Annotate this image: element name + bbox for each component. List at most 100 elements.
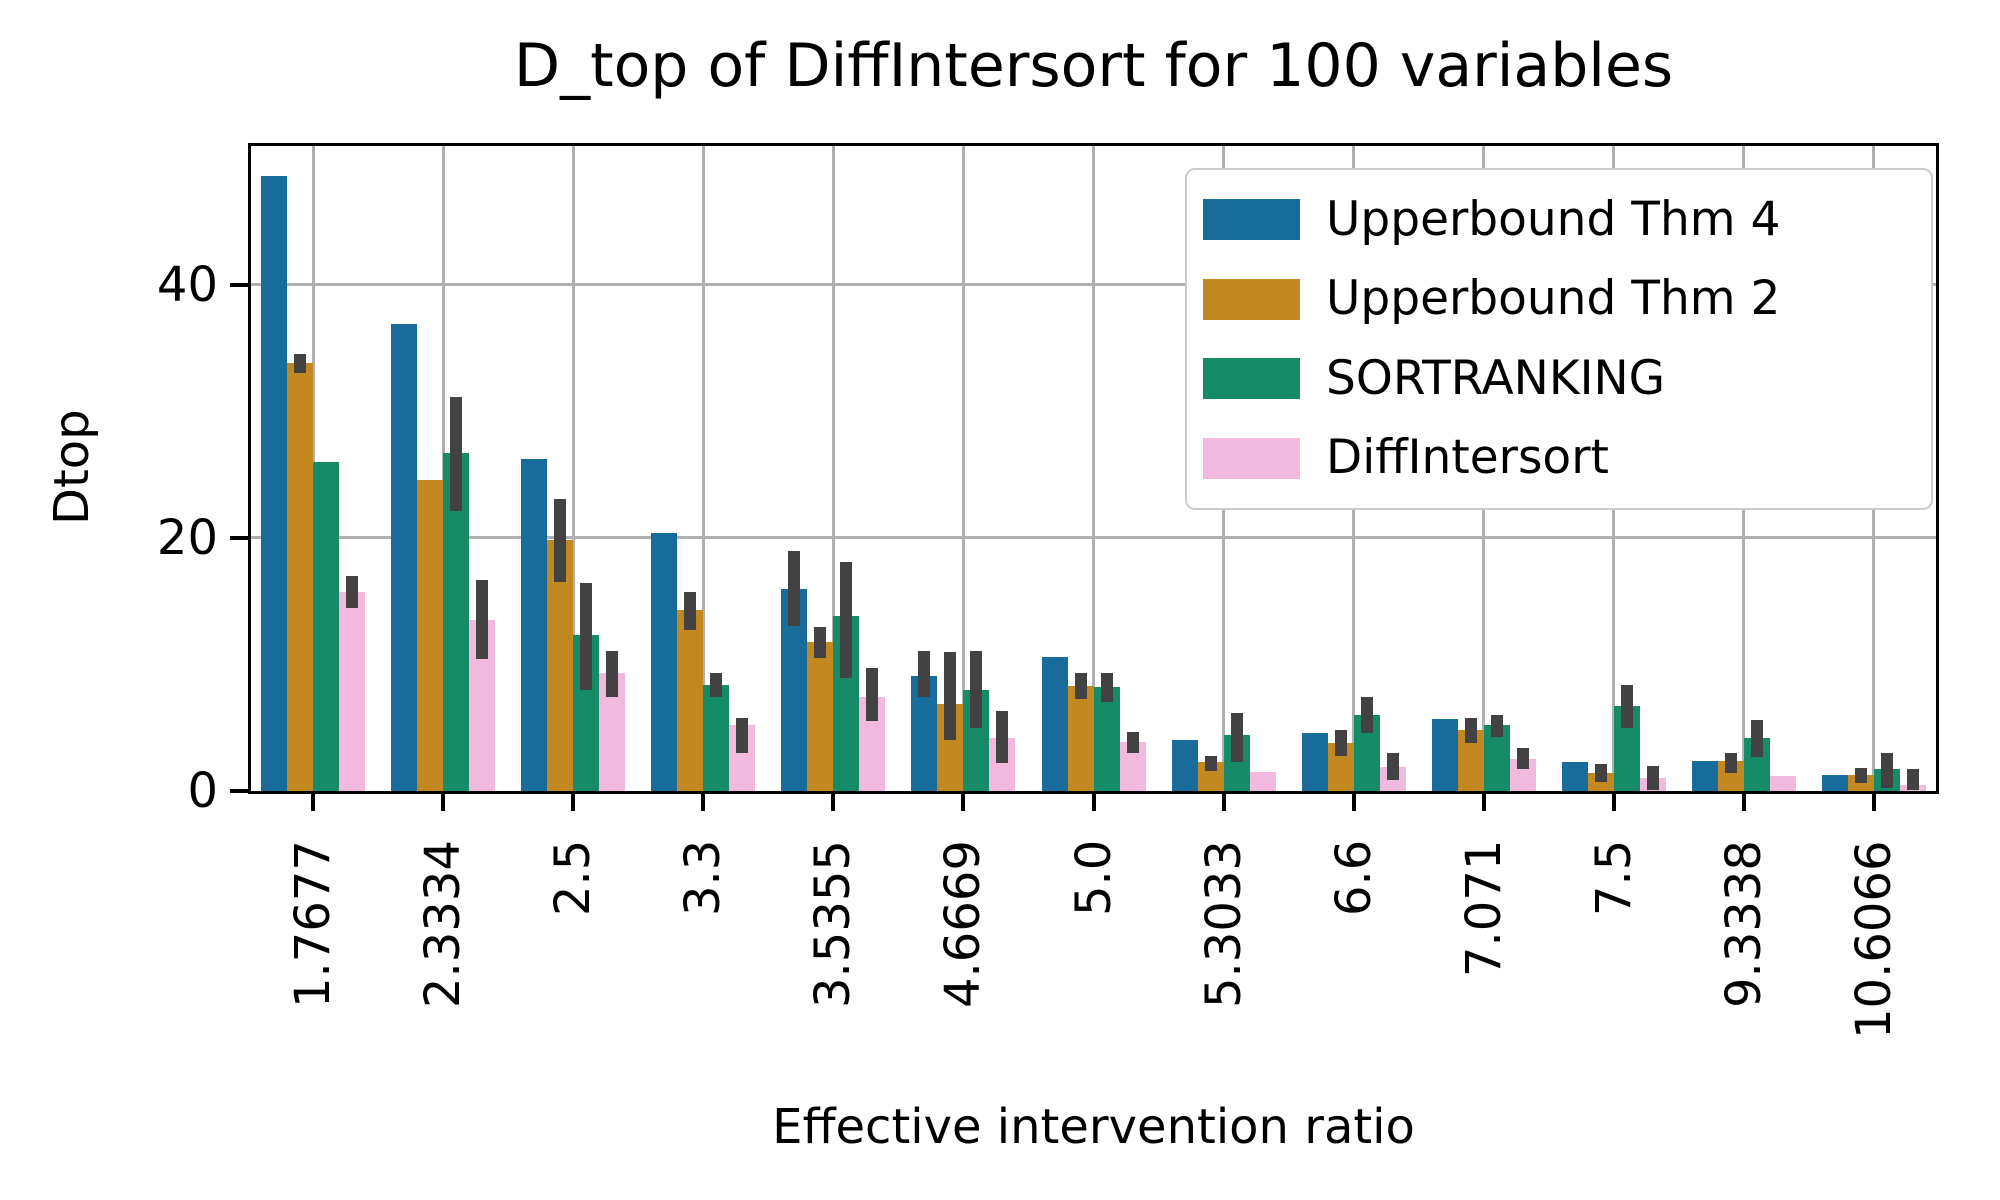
error-bar: [996, 711, 1009, 764]
bar-upperbound-thm-4: [1041, 656, 1068, 791]
x-tick-mark: [831, 794, 836, 811]
bar-diffintersort: [339, 592, 366, 791]
bar-sortranking: [1093, 687, 1120, 791]
legend-label: DiffIntersort: [1326, 430, 1609, 486]
error-bar: [1724, 753, 1737, 774]
bar-upperbound-thm-4: [1821, 774, 1848, 791]
bar-upperbound-thm-4: [1691, 760, 1718, 791]
x-tick-label: 6.6: [1325, 839, 1382, 916]
y-tick-label: 0: [187, 763, 218, 819]
error-bar: [1126, 731, 1139, 754]
x-tick-mark: [571, 794, 576, 811]
error-bar: [1490, 715, 1503, 737]
error-bar: [814, 626, 827, 659]
bar-upperbound-thm-4: [651, 532, 678, 791]
bar-upperbound-thm-2: [1067, 685, 1094, 791]
error-bar: [1854, 768, 1867, 784]
error-bar: [866, 668, 879, 722]
legend-swatch-diffintersort: [1203, 437, 1300, 479]
error-bar: [1360, 697, 1373, 733]
gridline-vertical: [1092, 143, 1095, 791]
bar-upperbound-thm-2: [547, 540, 574, 791]
error-bar: [1464, 717, 1477, 743]
bar-upperbound-thm-2: [677, 610, 704, 791]
error-bar: [1334, 730, 1347, 756]
error-bar: [1386, 753, 1399, 780]
error-bar: [1750, 720, 1763, 757]
legend-item: SORTRANKING: [1203, 351, 1931, 407]
y-axis-label: Dtop: [44, 409, 100, 525]
x-tick-label: 9.3338: [1715, 840, 1772, 1008]
error-bar: [1646, 765, 1659, 790]
x-tick-label: 7.5: [1585, 839, 1642, 916]
x-tick-mark: [1351, 794, 1356, 811]
x-tick-label: 10.6066: [1845, 840, 1902, 1040]
error-bar: [450, 397, 463, 512]
error-bar: [788, 550, 801, 627]
y-tick-mark: [230, 282, 248, 287]
error-bar: [294, 354, 307, 374]
x-tick-label: 5.3033: [1195, 840, 1252, 1008]
legend-swatch-upperbound-thm-4: [1203, 199, 1300, 241]
legend-item: DiffIntersort: [1203, 430, 1931, 486]
x-tick-mark: [441, 794, 446, 811]
bar-sortranking: [313, 462, 340, 791]
y-tick-mark: [230, 535, 248, 540]
error-bar: [1906, 769, 1919, 790]
error-bar: [346, 575, 359, 608]
bar-upperbound-thm-2: [1587, 773, 1614, 791]
legend-label: Upperbound Thm 2: [1326, 271, 1781, 327]
x-tick-mark: [1611, 794, 1616, 811]
bar-upperbound-thm-4: [1431, 718, 1458, 791]
bar-upperbound-thm-2: [417, 479, 444, 791]
y-tick-label: 20: [156, 509, 218, 566]
gridline-horizontal: [248, 283, 1939, 287]
x-tick-mark: [701, 794, 706, 811]
x-tick-label: 7.071: [1455, 839, 1512, 977]
bar-diffintersort: [1769, 775, 1796, 791]
x-tick-label: 3.3: [675, 839, 732, 916]
x-tick-mark: [1871, 794, 1876, 811]
x-tick-mark: [961, 794, 966, 811]
x-axis-label: Effective intervention ratio: [772, 1099, 1415, 1155]
error-bar: [736, 717, 749, 754]
bar-upperbound-thm-4: [1301, 732, 1328, 791]
bar-upperbound-thm-4: [391, 324, 418, 791]
x-tick-mark: [1091, 794, 1096, 811]
error-bar: [554, 498, 567, 583]
legend-item: Upperbound Thm 2: [1203, 271, 1931, 327]
legend-label: SORTRANKING: [1326, 350, 1666, 406]
bar-upperbound-thm-4: [521, 459, 548, 791]
error-bar: [476, 579, 489, 660]
x-tick-label: 4.6669: [935, 840, 992, 1008]
x-tick-mark: [311, 794, 316, 811]
error-bar: [710, 673, 723, 698]
error-bar: [840, 561, 853, 679]
bar-upperbound-thm-2: [287, 363, 314, 791]
x-tick-mark: [1481, 794, 1486, 811]
bar-upperbound-thm-4: [261, 176, 288, 791]
error-bar: [1230, 712, 1243, 762]
bar-upperbound-thm-2: [807, 641, 834, 791]
error-bar: [606, 650, 619, 698]
legend-label: Upperbound Thm 4: [1326, 191, 1781, 247]
error-bar: [1074, 673, 1087, 699]
error-bar: [1620, 684, 1633, 728]
x-tick-mark: [1221, 794, 1226, 811]
gridline-vertical: [831, 143, 835, 791]
y-tick-mark: [230, 789, 248, 793]
error-bar: [1204, 755, 1217, 771]
error-bar: [1516, 747, 1529, 770]
legend-swatch-upperbound-thm-2: [1203, 278, 1300, 320]
legend-item: Upperbound Thm 4: [1203, 192, 1931, 248]
x-tick-label: 5.0: [1065, 839, 1122, 916]
error-bar: [970, 650, 983, 728]
error-bar: [1880, 753, 1893, 789]
error-bar: [684, 592, 697, 631]
y-tick-label: 40: [156, 256, 218, 313]
gridline-vertical: [571, 143, 575, 791]
x-tick-label: 2.3334: [415, 840, 472, 1008]
legend-swatch-sortranking: [1203, 358, 1300, 400]
x-tick-label: 1.7677: [285, 840, 342, 1008]
gridline-vertical: [961, 143, 965, 791]
